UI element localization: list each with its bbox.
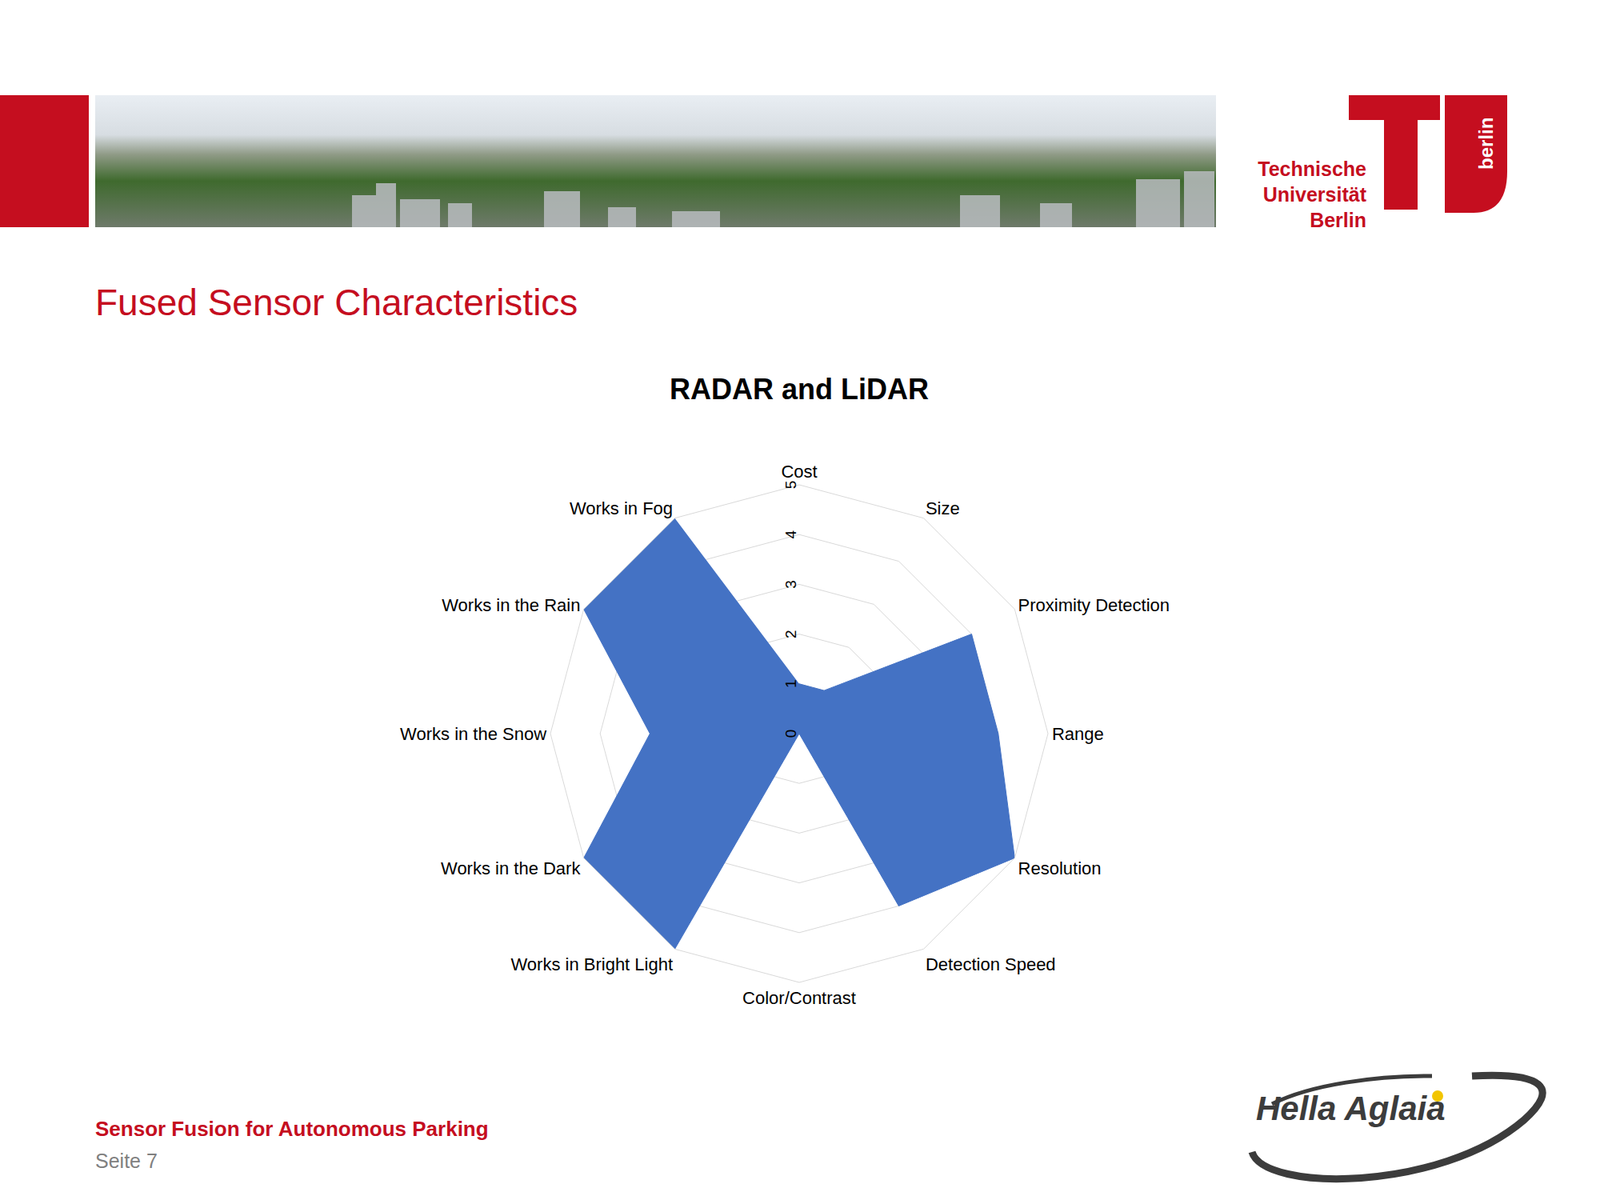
svg-text:3: 3 — [782, 580, 800, 589]
svg-text:Works in Fog: Works in Fog — [569, 498, 673, 519]
svg-text:0: 0 — [782, 729, 800, 739]
svg-text:Technische: Technische — [1257, 157, 1367, 180]
svg-text:Size: Size — [925, 498, 960, 519]
svg-text:2: 2 — [782, 629, 800, 639]
svg-text:Sensor Fusion for Autonomous P: Sensor Fusion for Autonomous Parking — [95, 1116, 489, 1141]
svg-text:Proximity Detection: Proximity Detection — [1018, 595, 1171, 616]
svg-text:Detection Speed: Detection Speed — [925, 954, 1056, 975]
svg-text:Hella Aglaia: Hella Aglaia — [1256, 1089, 1446, 1128]
svg-text:berlin: berlin — [1475, 117, 1497, 170]
svg-text:Resolution: Resolution — [1018, 858, 1102, 879]
svg-text:Range: Range — [1052, 724, 1104, 744]
svg-text:Seite 7: Seite 7 — [95, 1149, 158, 1172]
svg-text:Works in the Snow: Works in the Snow — [400, 724, 547, 744]
svg-text:Works in the Dark: Works in the Dark — [440, 858, 581, 879]
svg-text:5: 5 — [782, 480, 800, 490]
svg-text:Color/Contrast: Color/Contrast — [742, 988, 856, 1008]
svg-text:Fused Sensor Characteristics: Fused Sensor Characteristics — [95, 281, 578, 324]
svg-text:RADAR and LiDAR: RADAR and LiDAR — [669, 372, 929, 406]
svg-text:Works in the Rain: Works in the Rain — [441, 595, 580, 616]
svg-text:1: 1 — [782, 680, 800, 689]
svg-text:Works in Bright Light: Works in Bright Light — [510, 954, 673, 975]
svg-text:Cost: Cost — [780, 461, 817, 482]
svg-text:Universität: Universität — [1263, 183, 1368, 206]
svg-text:Berlin: Berlin — [1309, 208, 1367, 232]
svg-text:4: 4 — [782, 529, 800, 539]
